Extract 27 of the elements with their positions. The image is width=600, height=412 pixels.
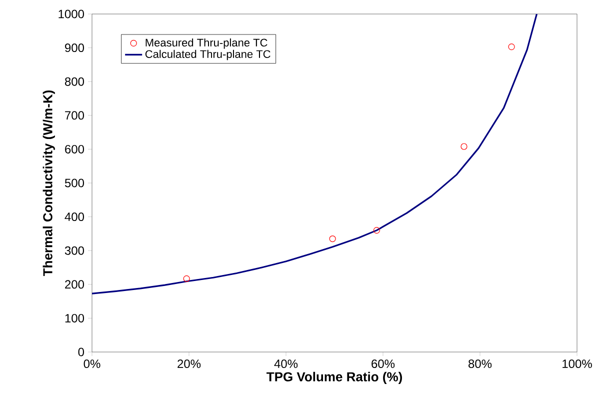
y-tick-label: 600 bbox=[65, 144, 84, 154]
x-tick-label: 80% bbox=[468, 360, 492, 368]
point bbox=[373, 227, 380, 234]
y-tick-label: 100 bbox=[65, 314, 84, 322]
y-tick-label: 200 bbox=[65, 280, 84, 289]
x-tick-label: 100% bbox=[562, 360, 592, 368]
x-tick-label: 0% bbox=[84, 360, 100, 368]
point bbox=[508, 43, 515, 50]
y-tick-label: 800 bbox=[64, 77, 84, 86]
y-tick-label: 500 bbox=[64, 178, 84, 188]
y-tick-label: 900 bbox=[65, 44, 84, 52]
y-tick-label: 300 bbox=[64, 246, 84, 255]
x-axis-title: TPG Volume Ratio (%) bbox=[266, 372, 402, 384]
line-series bbox=[92, 14, 538, 294]
point bbox=[183, 275, 190, 282]
y-axis-title: Thermal Conductivity (W/m-K) bbox=[42, 90, 55, 276]
x-tick-label: 60% bbox=[372, 360, 395, 368]
y-tick-label: 1000 bbox=[58, 10, 84, 18]
legend-label: Calculated Thru-plane TC bbox=[145, 50, 270, 60]
legend-label: Measured Thru-plane TC bbox=[146, 38, 268, 49]
point bbox=[329, 235, 336, 242]
y-tick-label: 0 bbox=[78, 348, 84, 356]
y-tick-label: 400 bbox=[64, 212, 84, 222]
y-tick-label: 700 bbox=[65, 111, 84, 120]
point bbox=[460, 143, 468, 150]
x-tick-label: 20% bbox=[178, 360, 201, 368]
x-tick-label: 40% bbox=[274, 360, 298, 368]
